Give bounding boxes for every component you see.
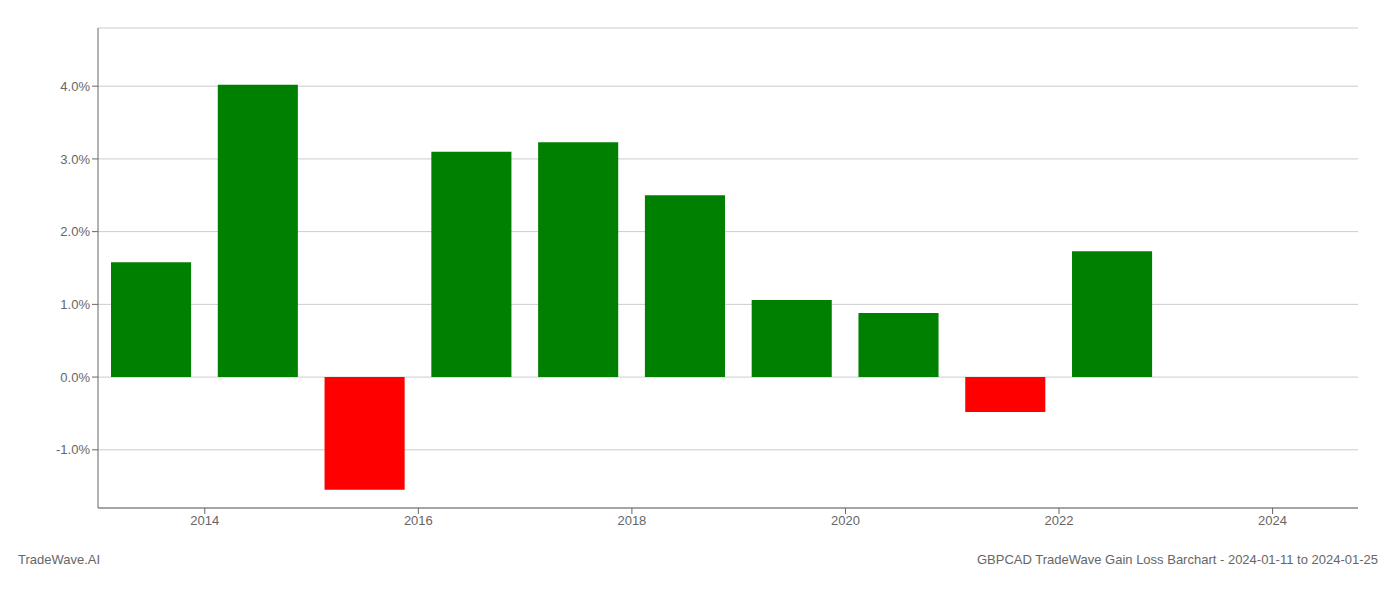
svg-text:2.0%: 2.0% [60,224,90,239]
svg-text:2020: 2020 [831,513,860,528]
html-text:GBPCAD TradeWave Gain Loss Bar: GBPCAD TradeWave Gain Loss Barchart - 20… [977,552,1378,567]
svg-text:2024: 2024 [1258,513,1287,528]
svg-text:3.0%: 3.0% [60,152,90,167]
svg-text:2018: 2018 [617,513,646,528]
svg-text:1.0%: 1.0% [60,297,90,312]
svg-text:2022: 2022 [1045,513,1074,528]
svg-text:0.0%: 0.0% [60,370,90,385]
svg-text:4.0%: 4.0% [60,79,90,94]
svg-text:-1.0%: -1.0% [56,442,90,457]
svg-text:2014: 2014 [190,513,219,528]
html-text:TradeWave.AI: TradeWave.AI [18,552,101,567]
svg-text:2016: 2016 [404,513,433,528]
